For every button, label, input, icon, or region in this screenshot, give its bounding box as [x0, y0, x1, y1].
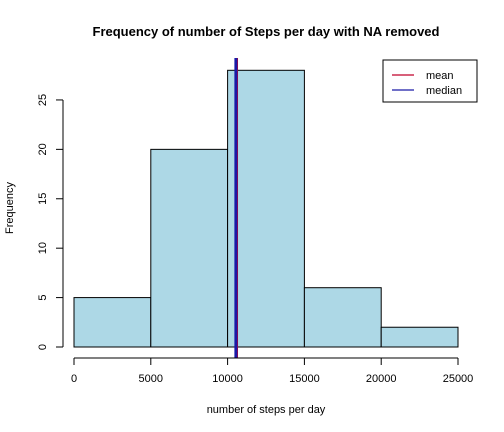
legend: mean median	[382, 59, 478, 103]
legend-label-median: median	[426, 85, 462, 97]
x-axis-label: number of steps per day	[207, 404, 326, 416]
legend-label-mean: mean	[426, 70, 454, 82]
y-tick-label-2: 10	[37, 242, 49, 254]
x-tick-label-2: 10000	[212, 373, 243, 385]
x-tick-label-5: 25000	[443, 373, 474, 385]
y-tick-label-3: 15	[37, 193, 49, 205]
reference-lines-group	[234, 58, 239, 358]
y-tick-label-0: 0	[37, 344, 49, 350]
x-tick-label-3: 15000	[289, 373, 320, 385]
y-axis: 0 5 10 15 20 25	[37, 94, 64, 350]
x-tick-label-0: 0	[71, 373, 77, 385]
x-tick-label-4: 20000	[366, 373, 397, 385]
y-tick-label-5: 25	[37, 94, 49, 106]
histogram-bar-2	[227, 69, 305, 348]
y-tick-label-1: 5	[37, 295, 49, 301]
histogram-bar-0	[73, 297, 152, 348]
histogram-bar-1	[150, 148, 229, 348]
legend-box	[382, 59, 478, 103]
bars-group	[73, 69, 459, 348]
histogram-bar-4	[380, 326, 459, 348]
x-tick-label-1: 5000	[139, 373, 163, 385]
chart-title: Frequency of number of Steps per day wit…	[93, 24, 440, 39]
y-axis-label: Frequency	[4, 182, 16, 234]
y-tick-label-4: 20	[37, 143, 49, 155]
x-axis: 0 5000 10000 15000 20000 25000	[71, 357, 474, 385]
histogram-bar-3	[303, 287, 382, 348]
